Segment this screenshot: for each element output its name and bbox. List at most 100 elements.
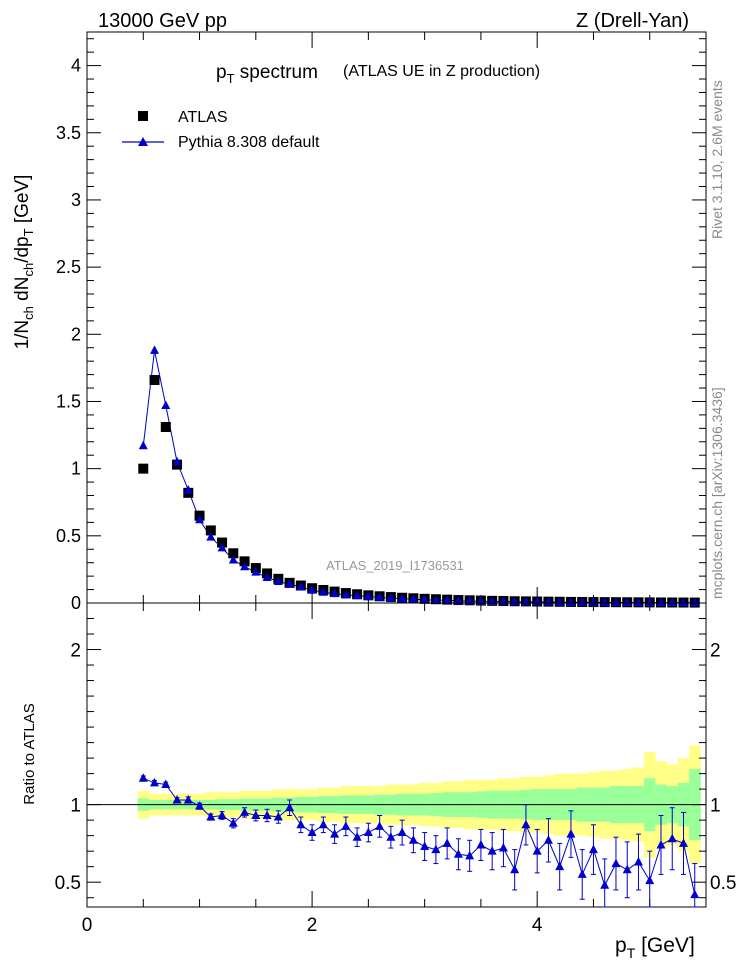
x-axis-label: pT [GeV]	[615, 934, 695, 961]
pythia-point	[667, 597, 677, 607]
ratio-series	[138, 773, 700, 908]
legend-marker-atlas	[138, 111, 148, 121]
pythia-point	[251, 567, 261, 576]
ratio-pythia-point	[510, 864, 520, 874]
pythia-point	[217, 542, 227, 552]
ratio-y-tick-label-right: 0.5	[710, 873, 736, 894]
ratio-pythia-point	[498, 843, 508, 852]
pythia-point	[566, 597, 576, 606]
ratio-pythia-point	[330, 829, 340, 838]
legend-marker-pythia	[138, 137, 148, 146]
atlas-point	[239, 556, 250, 567]
ratio-pythia-point	[296, 819, 306, 829]
ylabel-part-5: /dp	[12, 236, 33, 262]
ratio-pythia-point	[240, 807, 250, 816]
ratio-pythia-point	[408, 835, 418, 844]
x-tick-label: 0	[82, 915, 93, 936]
pythia-point	[296, 581, 306, 591]
ratio-pythia-point	[341, 821, 351, 830]
plot-title-rest: spectrum	[235, 62, 318, 83]
ratio-pythia-point	[172, 794, 182, 804]
pythia-point	[690, 597, 700, 607]
pythia-point	[453, 595, 463, 605]
ratio-pythia-point	[476, 839, 486, 849]
ratio-pythia-point	[487, 846, 497, 855]
ratio-pythia-point	[386, 832, 396, 841]
ratio-pythia-point	[363, 827, 373, 837]
ratio-pythia-point	[667, 833, 677, 843]
pythia-point	[397, 593, 407, 603]
xlabel-sub: T	[627, 945, 636, 961]
ratio-pythia-point	[307, 827, 317, 837]
plot-title: pT spectrum	[216, 62, 318, 86]
ratio-pythia-point	[633, 857, 643, 866]
ylabel-part-2: ch	[21, 306, 36, 320]
atlas-point	[205, 525, 216, 536]
ratio-pythia-point	[352, 832, 362, 841]
ratio-pythia-point	[622, 864, 632, 874]
pythia-point	[318, 587, 328, 596]
xlabel-p: p	[615, 934, 627, 957]
mcplots-label: mcplots.cern.ch [arXiv:1306.3436]	[709, 387, 725, 599]
ratio-pythia-point	[397, 827, 407, 837]
ratio-pythia-point	[465, 850, 475, 860]
pythia-point	[386, 593, 396, 602]
ratio-pythia-point	[431, 844, 441, 854]
pythia-point	[420, 594, 430, 604]
ratio-pythia-point	[566, 829, 576, 838]
x-tick-label: 2	[307, 915, 318, 936]
ratio-y-tick-label: 1	[70, 796, 81, 817]
pythia-point	[228, 555, 238, 564]
legend-label-atlas: ATLAS	[178, 109, 228, 126]
rivet-label: Rivet 3.1.10, 2.6M events	[709, 80, 725, 239]
pythia-point	[678, 597, 688, 607]
ratio-y-axis: 0.5 0.5 1 1 2 2	[55, 618, 736, 899]
plot-title-note: (ATLAS UE in Z production)	[343, 63, 540, 80]
ratio-pythia-point	[588, 844, 598, 854]
pythia-point	[330, 588, 340, 598]
plot-title-p: p	[216, 62, 227, 83]
ratio-frame	[86, 602, 707, 908]
pythia-point	[150, 345, 160, 354]
pythia-point	[262, 572, 272, 581]
pythia-point	[341, 589, 351, 599]
ratio-pythia-point	[645, 875, 655, 885]
x-tick-label: 4	[532, 915, 543, 936]
ratio-pythia-point	[150, 777, 160, 787]
ratio-pythia-point	[600, 880, 610, 889]
ratio-y-tick-label-right: 2	[710, 641, 721, 662]
main-panel: 00.511.522.533.54 pT spectrum (ATLAS UE …	[12, 31, 707, 613]
ratio-pythia-point	[442, 838, 452, 847]
pythia-point	[172, 456, 182, 466]
pythia-point	[611, 597, 621, 606]
ratio-pythia-point	[521, 819, 531, 829]
pythia-point	[408, 594, 418, 603]
ratio-pythia-point	[532, 846, 542, 855]
pythia-point	[622, 597, 632, 606]
pythia-point	[161, 400, 171, 410]
header-left: 13000 GeV pp	[98, 10, 227, 32]
ratio-pythia-point	[262, 810, 272, 819]
ratio-pythia-point	[318, 819, 328, 829]
pythia-point	[633, 597, 643, 607]
ratio-panel: 0.5 0.5 1 1 2 2 0 2 4 Ratio to ATLAS pT [GeV]	[21, 602, 736, 961]
pythia-point	[183, 485, 193, 494]
ratio-pythia-point	[285, 802, 295, 812]
pythia-point	[656, 597, 666, 607]
pythia-point	[307, 585, 317, 594]
pythia-point	[273, 576, 283, 586]
main-y-tick-label: 3.5	[56, 123, 81, 143]
ratio-pythia-point	[228, 818, 238, 827]
ylabel-part-4: ch	[21, 263, 36, 277]
pythia-point	[285, 579, 295, 588]
legend: ATLAS Pythia 8.308 default	[122, 109, 320, 151]
ratio-y-tick-label: 0.5	[55, 873, 81, 894]
main-y-tick-label: 1	[71, 459, 81, 479]
ratio-pythia-point	[251, 810, 261, 819]
atlas-point	[138, 463, 149, 474]
ratio-pythia-point	[678, 838, 688, 847]
main-y-tick-label: 0.5	[56, 526, 81, 546]
ratio-pythia-point	[161, 779, 171, 788]
ratio-y-label: Ratio to ATLAS	[21, 703, 38, 804]
ratio-pythia-point	[420, 841, 430, 851]
